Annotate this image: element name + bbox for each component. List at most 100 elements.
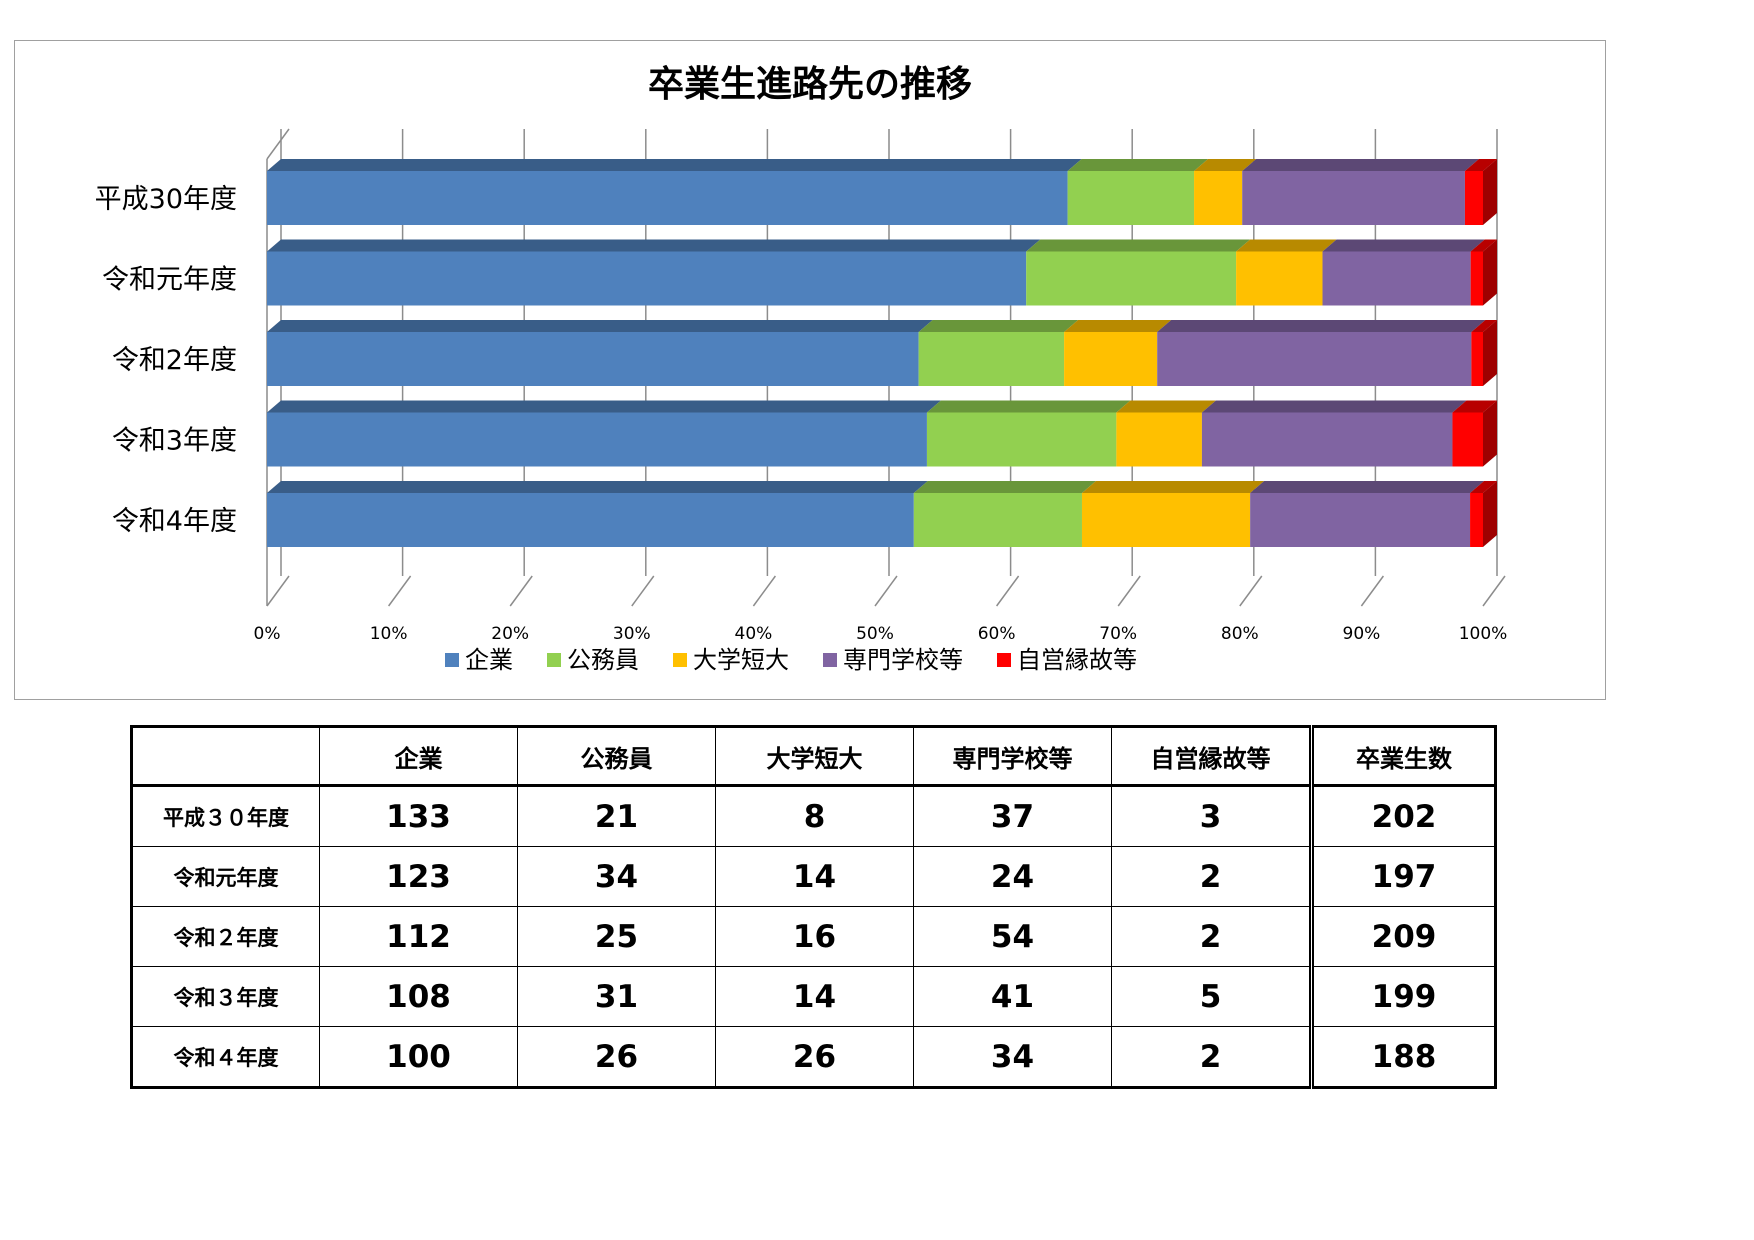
bar-top-face xyxy=(1081,481,1265,493)
floor-gridline xyxy=(509,575,533,607)
table-row: 令和２年度 112 25 16 54 2 209 xyxy=(131,906,1496,967)
table-cell: 34 xyxy=(913,1026,1112,1088)
table-cell: 37 xyxy=(913,785,1112,847)
bar-top-face xyxy=(1064,320,1172,332)
table-header-company: 企業 xyxy=(319,726,518,787)
bar-top-face xyxy=(926,400,1131,413)
category-label: 令和元年度 xyxy=(102,265,237,296)
bar-top-face xyxy=(267,239,1041,252)
x-tick-label: 100% xyxy=(1459,624,1508,644)
floor-gridline xyxy=(995,575,1020,607)
table-header-self-employed: 自営縁故等 xyxy=(1111,726,1312,787)
table-cell: 108 xyxy=(319,966,518,1027)
legend-label: 専門学校等 xyxy=(843,646,963,674)
table-cell: 21 xyxy=(517,785,716,847)
floor-gridline xyxy=(1239,575,1263,607)
bar-top-face xyxy=(1471,320,1497,332)
table-cell-total: 197 xyxy=(1309,846,1496,907)
bar-segment xyxy=(926,412,1117,467)
bar-top-face xyxy=(1157,320,1486,332)
bar-segment xyxy=(1452,412,1483,467)
bar-top-face xyxy=(267,159,1082,171)
x-tick-label: 50% xyxy=(856,624,894,644)
bar-segment xyxy=(267,332,919,386)
bar-segment xyxy=(1081,493,1251,547)
bar-top-face xyxy=(1242,159,1479,171)
bar-top-face xyxy=(267,400,941,413)
legend-label: 自営縁故等 xyxy=(1017,646,1137,674)
bar-top-face xyxy=(1470,481,1497,493)
bar-segment xyxy=(1201,412,1453,467)
table-cell: 14 xyxy=(715,966,914,1027)
x-tick-label: 30% xyxy=(613,624,651,644)
bar-segment xyxy=(1470,493,1483,547)
bar-top-face xyxy=(913,481,1096,493)
floor-gridline xyxy=(631,575,655,607)
table-row-label: 令和元年度 xyxy=(131,846,320,907)
bar-top-face xyxy=(1470,239,1497,252)
floor-gridline xyxy=(874,575,898,607)
table-header-vocational: 専門学校等 xyxy=(913,726,1112,787)
x-tick-label: 10% xyxy=(370,624,408,644)
floor-gridline xyxy=(387,575,412,607)
table-cell: 26 xyxy=(517,1026,716,1088)
chart-frame: 卒業生進路先の推移 0% 10% 20% 30% 40% 50% 60% 70% 80% 90% 10… xyxy=(14,40,1606,700)
category-label: 平成30年度 xyxy=(95,184,237,215)
table-cell: 112 xyxy=(319,906,518,967)
x-tick-label: 0% xyxy=(254,624,281,644)
table-cell: 123 xyxy=(319,846,518,907)
table-cell-total: 188 xyxy=(1309,1026,1496,1088)
legend-label: 大学短大 xyxy=(693,646,789,674)
bar-segment xyxy=(1471,332,1483,386)
bar-segment xyxy=(1116,412,1202,467)
table-cell: 24 xyxy=(913,846,1112,907)
bar-segment xyxy=(267,412,927,467)
bar-top-face xyxy=(1067,159,1209,171)
bar-end-face xyxy=(1483,481,1497,547)
table-cell: 5 xyxy=(1111,966,1312,1027)
table-row: 令和元年度 123 34 14 24 2 197 xyxy=(131,846,1496,907)
bar-top-face xyxy=(1464,159,1497,171)
legend-swatch xyxy=(997,653,1011,667)
bar-top-face xyxy=(1250,481,1485,493)
x-tick-label: 20% xyxy=(491,624,529,644)
table-cell-total: 199 xyxy=(1309,966,1496,1027)
table-cell-total: 209 xyxy=(1309,906,1496,967)
table-row: 令和３年度 108 31 14 41 5 199 xyxy=(131,966,1496,1027)
table-cell: 8 xyxy=(715,785,914,847)
legend-swatch xyxy=(445,653,459,667)
bar-end-face xyxy=(1483,159,1497,225)
legend-swatch xyxy=(547,653,561,667)
bar-top-face xyxy=(1452,400,1497,413)
table-cell: 2 xyxy=(1111,906,1312,967)
table-cell: 26 xyxy=(715,1026,914,1088)
x-tick-label: 80% xyxy=(1221,624,1259,644)
table-header-university: 大学短大 xyxy=(715,726,914,787)
bar-segment xyxy=(918,332,1065,386)
bar-top-face xyxy=(1026,239,1251,252)
x-tick-label: 40% xyxy=(735,624,773,644)
bar-top-face xyxy=(1116,400,1216,413)
table-cell: 2 xyxy=(1111,846,1312,907)
table-cell: 31 xyxy=(517,966,716,1027)
table-row-label: 令和２年度 xyxy=(131,906,320,967)
table-row: 令和４年度 100 26 26 34 2 188 xyxy=(131,1026,1496,1088)
bar-segment xyxy=(1067,171,1195,225)
table-cell: 2 xyxy=(1111,1026,1312,1088)
bar-segment xyxy=(267,251,1027,306)
bar-top-face xyxy=(1322,239,1485,252)
table-header-row: 企業 公務員 大学短大 専門学校等 自営縁故等 卒業生数 xyxy=(131,726,1496,787)
category-label: 令和2年度 xyxy=(112,345,237,376)
bar-segment xyxy=(1250,493,1471,547)
bar-segment xyxy=(1064,332,1158,386)
bar-segment xyxy=(1470,251,1483,306)
table-header-civil-servant: 公務員 xyxy=(517,726,716,787)
stacked-bar-chart: 卒業生進路先の推移 0% 10% 20% 30% 40% 50% 60% 70% 80% 90% 10… xyxy=(95,64,1508,674)
table-cell: 133 xyxy=(319,785,518,847)
bar-end-face xyxy=(1483,239,1497,306)
bar-segment xyxy=(913,493,1082,547)
bar-segment xyxy=(1236,251,1323,306)
floor-gridline xyxy=(1360,575,1385,607)
bar-segment xyxy=(1242,171,1465,225)
bar-segment xyxy=(1157,332,1472,386)
